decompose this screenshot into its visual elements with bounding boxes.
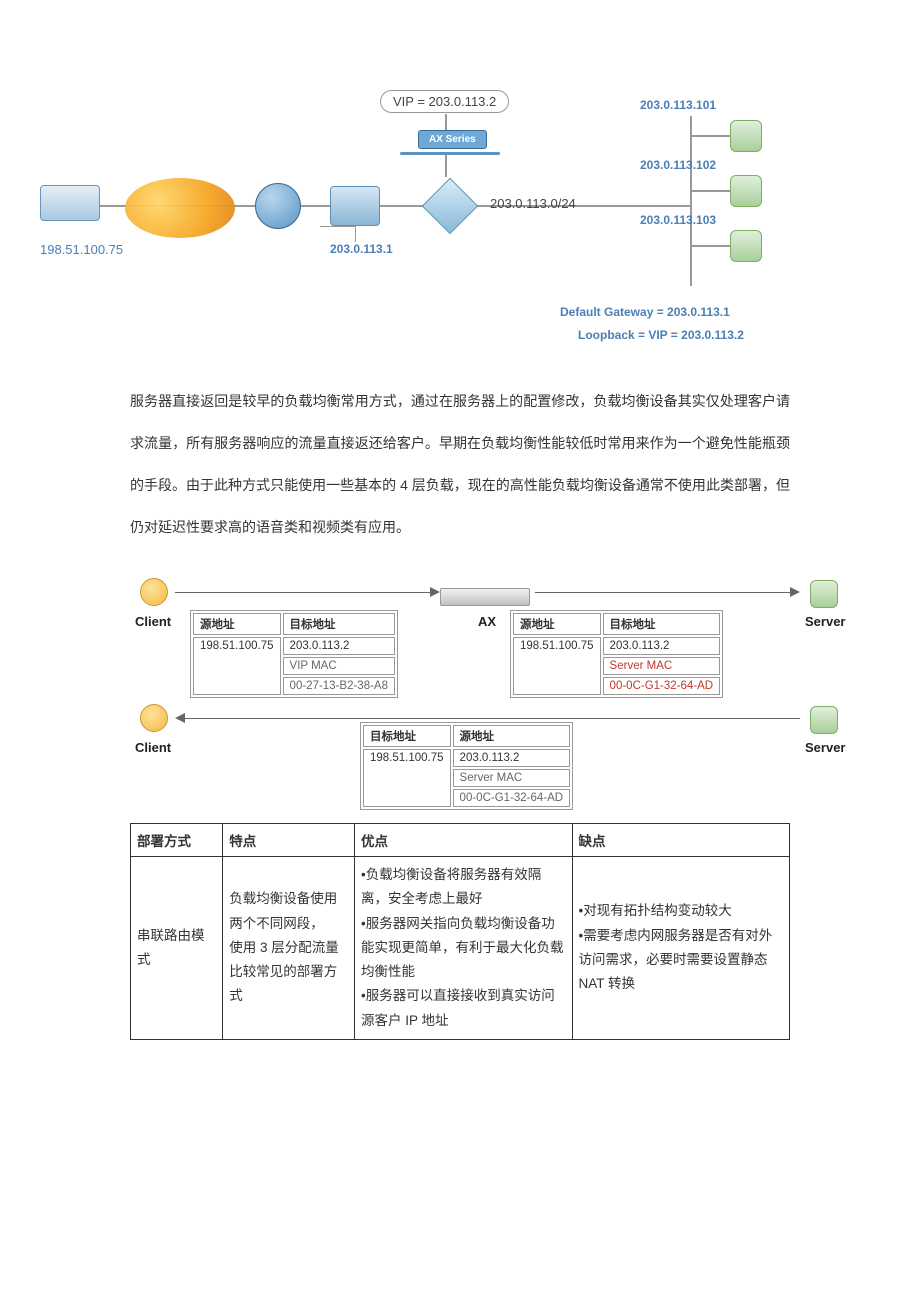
comparison-table: 部署方式 特点 优点 缺点 串联路由模式 负载均衡设备使用两个不同网段， 使用 … (130, 823, 790, 1040)
request-left-table: 源地址 目标地址 198.51.100.75 203.0.113.2 VIP M… (190, 610, 398, 698)
mac-label-cell: Server MAC (603, 657, 721, 675)
subnet-label: 203.0.113.0/24 (490, 196, 576, 211)
col-header: 特点 (223, 824, 355, 857)
body-paragraph: 服务器直接返回是较早的负载均衡常用方式，通过在服务器上的配置修改，负载均衡设备其… (130, 380, 790, 548)
client-icon (140, 704, 168, 732)
packet-flow-diagram: Client AX Server 源地址 目标地址 198.51.100.75 … (130, 578, 790, 793)
cloud-icon (125, 178, 235, 238)
mac-cell: 00-0C-G1-32-64-AD (453, 789, 571, 807)
request-right-table: 源地址 目标地址 198.51.100.75 203.0.113.2 Serve… (510, 610, 723, 698)
server-icon (730, 175, 762, 207)
client-label: Client (135, 614, 171, 629)
cons-cell: •对现有拓扑结构变动较大 •需要考虑内网服务器是否有对外访问需求，必要时需要设置… (572, 857, 789, 1040)
loopback-label: Loopback = VIP = 203.0.113.2 (578, 328, 744, 342)
col-header: 优点 (355, 824, 572, 857)
col-header: 部署方式 (131, 824, 223, 857)
network-topology-diagram: VIP = 203.0.113.2 AX Series 203.0.113.0/… (30, 80, 890, 360)
server-ip-label: 203.0.113.103 (640, 213, 716, 227)
pros-cell: •负载均衡设备将服务器有效隔离，安全考虑上最好 •服务器网关指向负载均衡设备功能… (355, 857, 572, 1040)
dst-header: 目标地址 (363, 725, 451, 747)
mode-cell: 串联路由模式 (131, 857, 223, 1040)
src-header: 源地址 (193, 613, 281, 635)
dst-header: 目标地址 (603, 613, 721, 635)
client-ip-label: 198.51.100.75 (40, 242, 123, 257)
mac-label-cell: VIP MAC (283, 657, 395, 675)
server-ip-label: 203.0.113.102 (640, 158, 716, 172)
server-label: Server (805, 614, 845, 629)
client-icon (140, 578, 168, 606)
src-cell: 203.0.113.2 (453, 749, 571, 767)
mac-label-cell: Server MAC (453, 769, 571, 787)
src-header: 源地址 (453, 725, 571, 747)
src-cell: 198.51.100.75 (513, 637, 601, 695)
default-gateway-label: Default Gateway = 203.0.113.1 (560, 305, 730, 319)
mac-cell: 00-0C-G1-32-64-AD (603, 677, 721, 695)
router-ip-label: 203.0.113.1 (330, 242, 393, 256)
ax-device-icon (440, 588, 530, 606)
dst-header: 目标地址 (283, 613, 395, 635)
dst-cell: 203.0.113.2 (283, 637, 395, 655)
col-header: 缺点 (572, 824, 789, 857)
server-icon (810, 580, 838, 608)
ax-label: AX (478, 614, 496, 629)
server-ip-label: 203.0.113.101 (640, 98, 716, 112)
dst-cell: 203.0.113.2 (603, 637, 721, 655)
server-label: Server (805, 740, 845, 755)
router-icon (330, 186, 380, 226)
load-balancer-icon (422, 178, 479, 235)
mac-cell: 00-27-13-B2-38-A8 (283, 677, 395, 695)
laptop-icon (40, 185, 100, 221)
server-icon (730, 230, 762, 262)
server-icon (730, 120, 762, 152)
vip-label: VIP = 203.0.113.2 (380, 90, 509, 113)
src-header: 源地址 (513, 613, 601, 635)
client-label: Client (135, 740, 171, 755)
feature-cell: 负载均衡设备使用两个不同网段， 使用 3 层分配流量 比较常见的部署方式 (223, 857, 355, 1040)
dst-cell: 198.51.100.75 (363, 749, 451, 807)
hub-icon (255, 183, 301, 229)
ax-series-box: AX Series (418, 130, 487, 149)
src-cell: 198.51.100.75 (193, 637, 281, 695)
response-table: 目标地址 源地址 198.51.100.75 203.0.113.2 Serve… (360, 722, 573, 810)
server-icon (810, 706, 838, 734)
